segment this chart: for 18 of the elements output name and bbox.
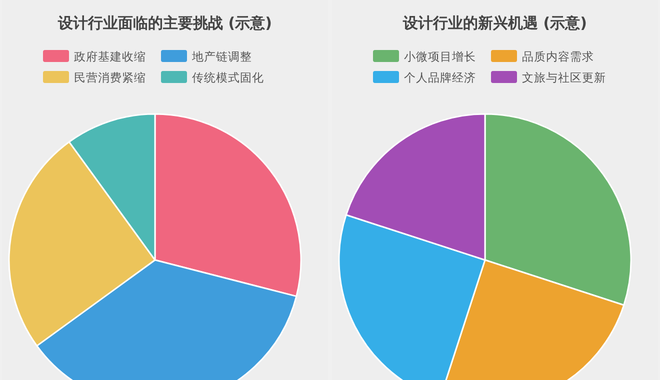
legend-item: 政府基建收缩 — [43, 50, 146, 64]
chart-title: 设计行业的新兴机遇 (示意) — [402, 14, 587, 32]
legend-item: 小微项目增长 — [373, 50, 476, 64]
legend-item: 个人品牌经济 — [373, 70, 476, 84]
legend-item: 民营消费紧缩 — [43, 70, 146, 84]
legend-label: 地产链调整 — [191, 50, 252, 64]
chart-title: 设计行业面临的主要挑战 (示意) — [57, 14, 272, 32]
legend-label: 品质内容需求 — [522, 50, 594, 64]
legend-label: 民营消费紧缩 — [74, 70, 146, 84]
legend-item: 地产链调整 — [161, 50, 252, 64]
legend-label: 传统模式固化 — [192, 70, 264, 84]
legend-item: 传统模式固化 — [161, 70, 264, 84]
legend-label: 小微项目增长 — [404, 50, 476, 64]
legend-label: 政府基建收缩 — [74, 50, 146, 64]
legend-label: 文旅与社区更新 — [522, 70, 606, 84]
legend-item: 文旅与社区更新 — [491, 70, 606, 84]
legend-item: 品质内容需求 — [491, 50, 594, 64]
legend-label: 个人品牌经济 — [404, 70, 476, 84]
